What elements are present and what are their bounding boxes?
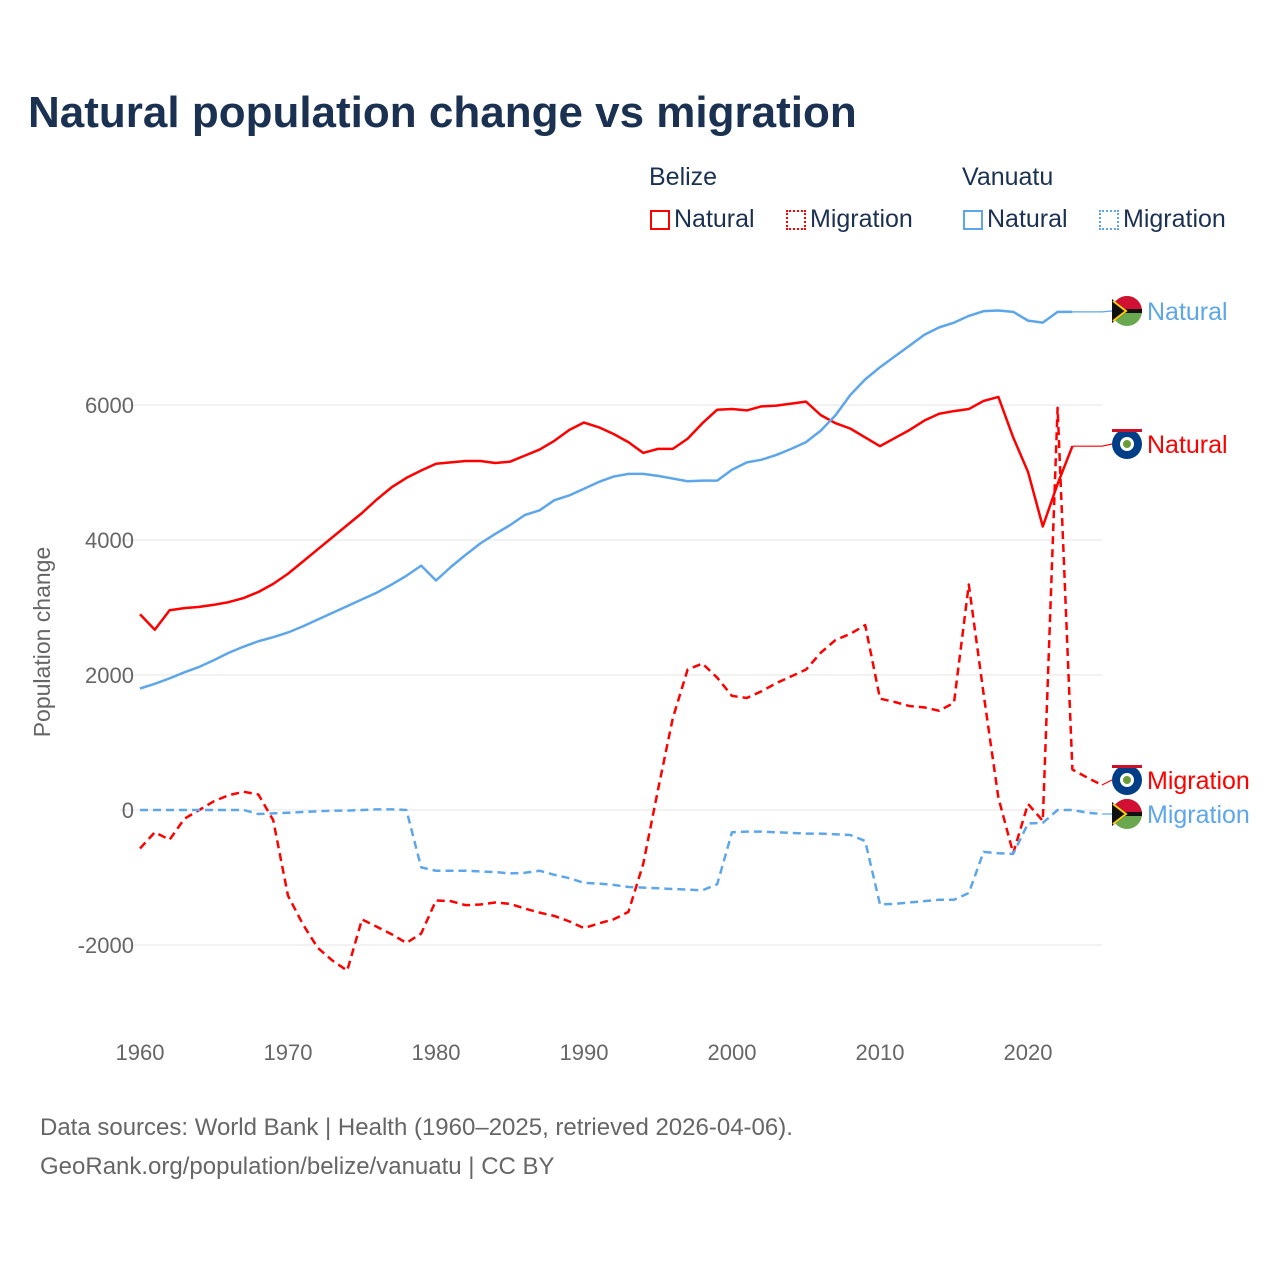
y-tick-label: 6000 — [85, 393, 134, 418]
legend-group-vanuatu: Vanuatu — [962, 163, 1054, 191]
y-axis-label: Population change — [29, 547, 55, 738]
legend-label: Migration — [1123, 205, 1226, 233]
y-tick-label: -2000 — [78, 933, 134, 958]
belize-flag-icon — [1112, 765, 1142, 795]
y-tick-label: 4000 — [85, 528, 134, 553]
legend-vanuatu-migration[interactable]: Migration — [1099, 205, 1226, 234]
source-line-2[interactable]: GeoRank.org/population/belize/vanuatu | … — [40, 1153, 555, 1180]
y-tick-label: 2000 — [85, 663, 134, 688]
x-tick-label: 2020 — [1004, 1040, 1053, 1065]
plot-area: 6000 4000 2000 0 -2000 1960 1970 1980 1990 2000 20… — [29, 296, 1250, 1065]
x-tick-label: 1990 — [560, 1040, 609, 1065]
legend-vanuatu-natural[interactable]: Natural — [963, 205, 1068, 234]
source-note: Data sources: World Bank | Health (1960–… — [40, 1108, 793, 1186]
source-line-1: Data sources: World Bank | Health (1960–… — [40, 1114, 793, 1141]
legend-swatch — [963, 210, 983, 230]
label-connector — [1101, 779, 1113, 786]
label-connector — [1072, 443, 1113, 447]
series-line-belize-migration[interactable] — [139, 406, 1103, 972]
legend-swatch — [650, 210, 670, 230]
series-line-vanuatu-natural[interactable] — [139, 309, 1073, 690]
legend-label: Migration — [810, 205, 913, 233]
belize-flag-icon — [1112, 429, 1142, 459]
x-tick-label: 2010 — [856, 1040, 905, 1065]
legend-belize-migration[interactable]: Migration — [786, 205, 913, 234]
legend-belize-natural[interactable]: Natural — [650, 205, 755, 234]
series-end-label: Natural — [1147, 298, 1228, 326]
vanuatu-flag-icon — [1112, 296, 1142, 326]
chart-title: Natural population change vs migration — [28, 88, 857, 137]
series-line-vanuatu-migration[interactable] — [140, 808, 1103, 906]
label-connector — [1072, 310, 1113, 313]
vanuatu-flag-icon — [1112, 799, 1142, 829]
series-end-label: Natural — [1147, 431, 1228, 459]
series-line-belize-natural[interactable] — [139, 395, 1074, 632]
legend-label: Natural — [674, 205, 755, 233]
x-tick-label: 1960 — [116, 1040, 165, 1065]
series-end-label: Migration — [1147, 801, 1250, 829]
legend-swatch — [1099, 210, 1119, 230]
x-tick-label: 1980 — [412, 1040, 461, 1065]
x-tick-label: 1970 — [264, 1040, 313, 1065]
y-tick-label: 0 — [122, 798, 134, 823]
legend-group-belize: Belize — [649, 163, 718, 191]
series-end-label: Migration — [1147, 767, 1250, 795]
x-tick-label: 2000 — [708, 1040, 757, 1065]
legend-swatch — [786, 210, 806, 230]
legend-label: Natural — [987, 205, 1068, 233]
